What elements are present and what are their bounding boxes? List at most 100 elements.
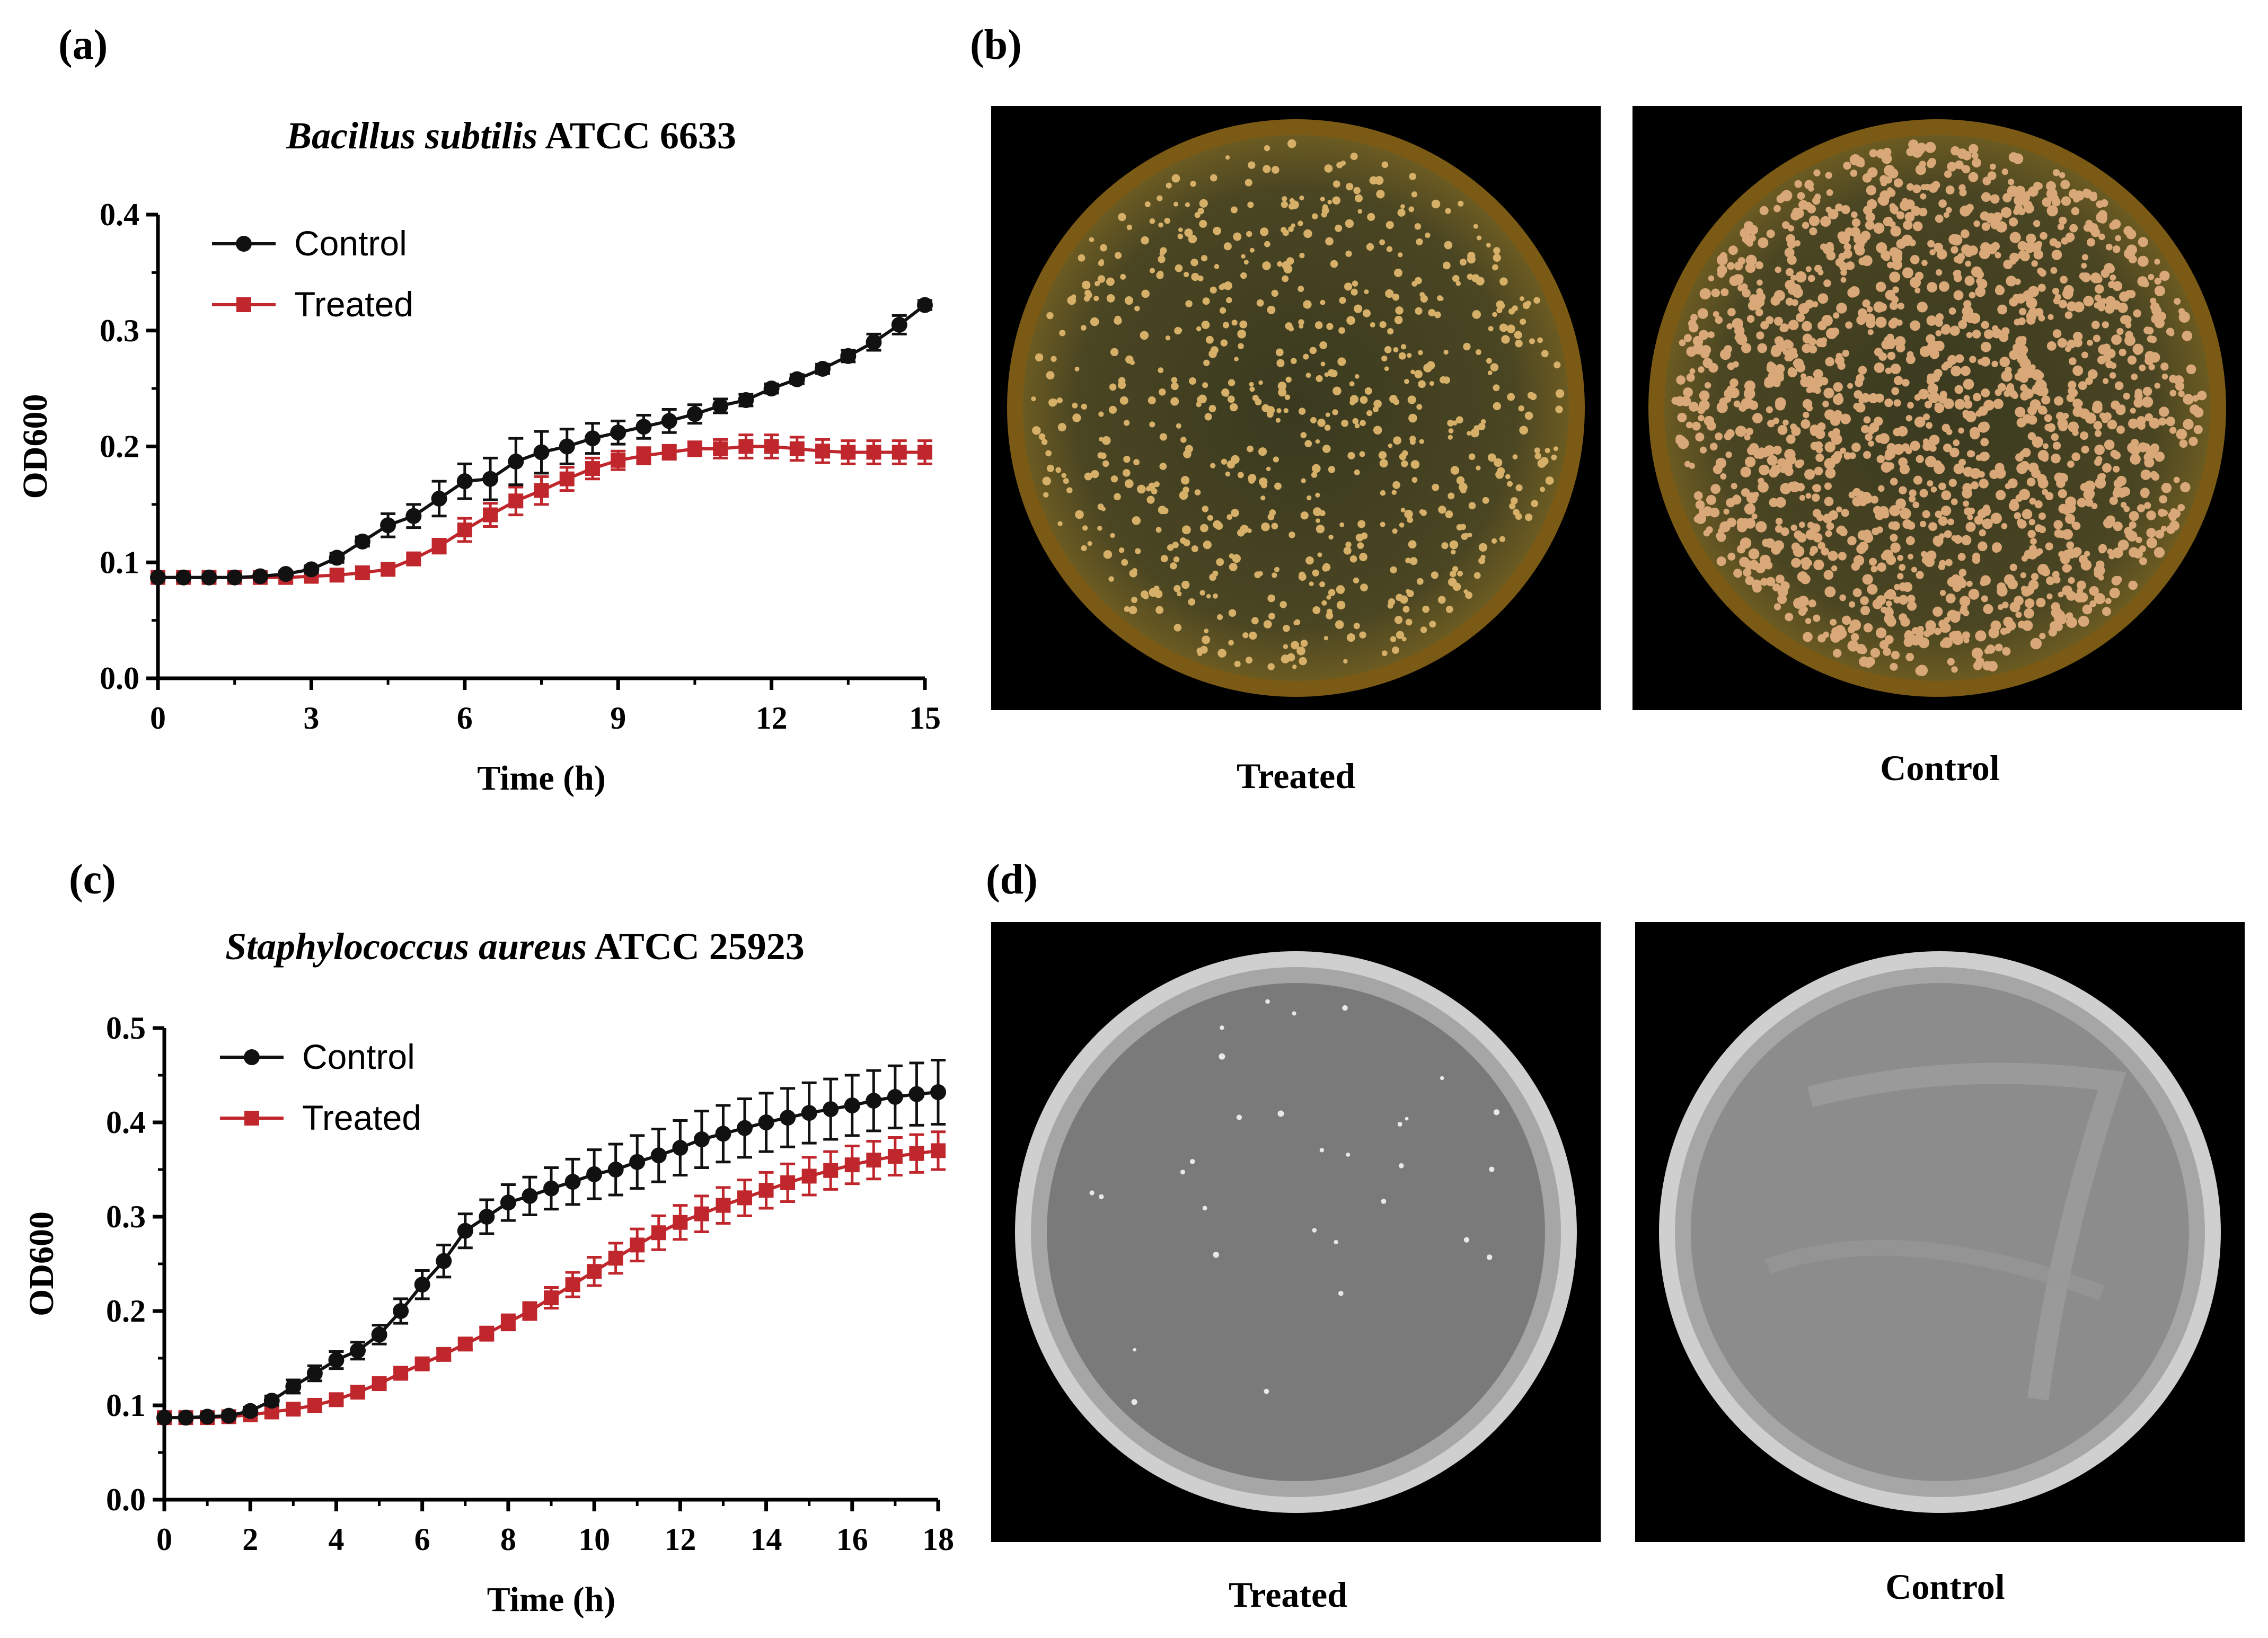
colony xyxy=(1220,1025,1224,1030)
colony xyxy=(1151,488,1158,494)
colony xyxy=(2013,343,2021,352)
data-point-control xyxy=(930,1084,946,1101)
colony xyxy=(1158,367,1164,374)
colony xyxy=(2129,521,2137,529)
colony xyxy=(1359,631,1366,639)
colony xyxy=(1812,301,1819,308)
colony xyxy=(1947,658,1955,666)
colony xyxy=(1899,582,1908,591)
colony xyxy=(1941,490,1952,501)
colony xyxy=(1674,396,1685,406)
colony xyxy=(1226,297,1232,304)
colony xyxy=(2085,377,2093,385)
colony xyxy=(1793,597,1805,609)
colony xyxy=(1213,1252,1219,1258)
colony xyxy=(2110,274,2116,281)
colony xyxy=(2106,349,2116,359)
colony xyxy=(1354,469,1360,475)
colony xyxy=(1899,564,1906,571)
colony xyxy=(2022,509,2033,520)
chart-a-title-species: Bacillus subtilis xyxy=(286,114,538,157)
data-point-control xyxy=(328,1352,345,1368)
colony xyxy=(1379,321,1387,329)
colony xyxy=(2129,511,2139,521)
colony xyxy=(1860,606,1870,616)
colony xyxy=(1468,502,1476,510)
colony xyxy=(1708,275,1715,281)
x-tick-label: 10 xyxy=(578,1522,610,1557)
colony xyxy=(1199,219,1207,228)
colony xyxy=(1886,333,1894,341)
colony xyxy=(1878,433,1890,444)
colony xyxy=(1448,435,1453,440)
colony xyxy=(1401,636,1407,642)
colony xyxy=(2180,482,2191,493)
colony xyxy=(1312,1228,1317,1233)
colony xyxy=(2130,408,2136,414)
colony xyxy=(1838,552,1847,561)
colony xyxy=(1989,470,1999,479)
colony xyxy=(1410,439,1416,445)
colony xyxy=(1392,294,1400,301)
colony xyxy=(1486,1254,1493,1260)
colony xyxy=(1877,285,1884,291)
colony xyxy=(1334,1239,1338,1245)
colony xyxy=(2129,547,2139,558)
colony xyxy=(1452,582,1461,591)
colony xyxy=(1271,289,1278,297)
colony xyxy=(2078,592,2088,603)
colony xyxy=(1525,513,1533,521)
colony xyxy=(1493,1109,1500,1115)
colony xyxy=(1706,421,1716,431)
colony xyxy=(1206,594,1211,599)
colony xyxy=(1072,402,1078,409)
colony xyxy=(1231,320,1238,326)
colony xyxy=(1953,273,1962,282)
colony xyxy=(2037,284,2046,292)
colony xyxy=(1101,436,1111,445)
colony xyxy=(1336,162,1343,169)
colony xyxy=(1808,338,1816,346)
colony xyxy=(1954,385,1964,394)
colony xyxy=(1869,557,1877,566)
colony xyxy=(1858,366,1867,375)
colony xyxy=(1979,248,1990,260)
colony xyxy=(1817,293,1829,304)
colony xyxy=(1263,165,1271,173)
colony xyxy=(1775,364,1785,374)
colony xyxy=(1777,424,1788,435)
colony xyxy=(1943,361,1950,368)
colony xyxy=(1089,1190,1095,1196)
colony xyxy=(1307,495,1312,501)
colony xyxy=(1319,1148,1325,1153)
x-tick-label: 6 xyxy=(414,1522,430,1557)
colony xyxy=(2008,179,2015,185)
colony xyxy=(1495,470,1504,479)
colony xyxy=(2128,418,2139,429)
data-point-control xyxy=(693,1131,710,1148)
colony xyxy=(2026,233,2036,244)
colony xyxy=(2155,529,2165,539)
colony xyxy=(1097,526,1102,531)
colony xyxy=(1405,618,1413,626)
colony xyxy=(1707,331,1715,339)
colony xyxy=(1141,236,1149,245)
colony xyxy=(1975,410,1983,417)
colony xyxy=(2059,216,2067,225)
colony xyxy=(1339,522,1345,527)
colony xyxy=(1987,171,1997,180)
colony xyxy=(1886,443,1896,453)
colony xyxy=(1364,289,1369,295)
colony xyxy=(2174,298,2181,305)
colony xyxy=(1812,484,1819,492)
colony xyxy=(1480,554,1486,560)
colony xyxy=(1925,141,1936,153)
colony xyxy=(1267,513,1275,520)
colony xyxy=(1963,378,1974,390)
colony xyxy=(1852,588,1862,597)
colony xyxy=(1944,530,1952,538)
colony xyxy=(1706,495,1716,505)
colony xyxy=(1821,547,1829,556)
colony xyxy=(1904,630,1913,639)
